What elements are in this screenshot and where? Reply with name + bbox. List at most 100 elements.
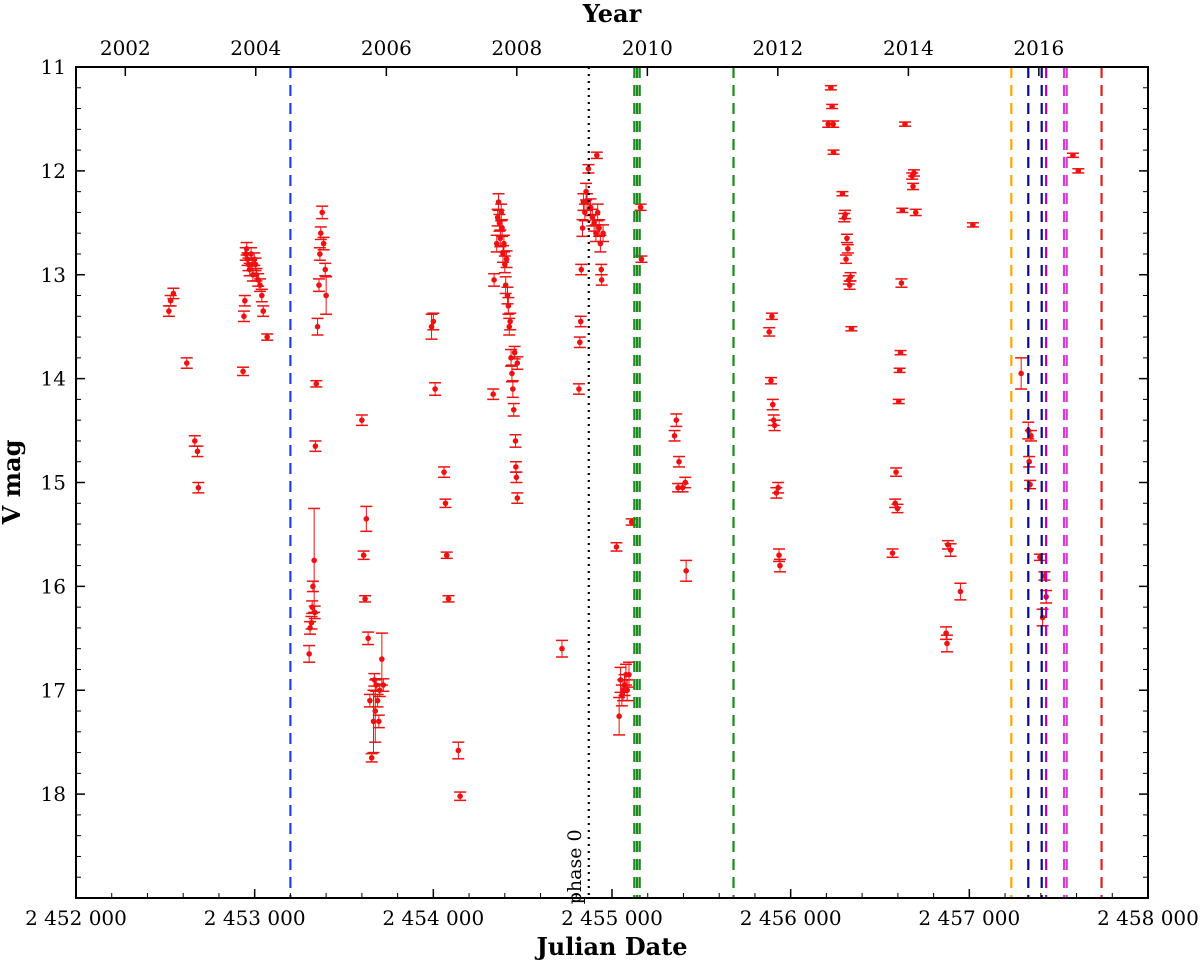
point-marker — [628, 519, 635, 525]
phase-0-annotation: phase 0 — [564, 829, 586, 904]
point-marker — [501, 240, 507, 247]
point-marker — [771, 422, 778, 429]
point-marker — [768, 377, 774, 384]
data-point — [496, 218, 509, 238]
point-marker — [244, 256, 251, 262]
y-tick-label: 18 — [41, 782, 66, 806]
point-marker — [455, 747, 462, 754]
y-tick-label: 11 — [41, 55, 66, 79]
point-marker — [512, 438, 519, 444]
point-marker — [442, 500, 449, 507]
point-marker — [362, 596, 368, 602]
data-point — [1072, 168, 1085, 174]
point-marker — [490, 391, 496, 398]
data-point — [580, 182, 593, 201]
data-point — [509, 433, 522, 448]
data-point — [319, 262, 332, 277]
data-point — [440, 551, 453, 560]
data-point — [317, 236, 330, 251]
data-point — [167, 287, 180, 300]
top-tick-label: 2008 — [491, 36, 542, 60]
point-marker — [889, 550, 896, 556]
data-point — [895, 278, 908, 288]
data-point — [891, 503, 904, 514]
data-point — [894, 349, 907, 356]
data-point — [844, 271, 857, 282]
x-tick-label: 2 453 000 — [204, 906, 306, 930]
data-point — [827, 120, 840, 128]
data-point — [593, 218, 606, 238]
point-marker — [902, 121, 908, 127]
data-point — [886, 548, 899, 559]
data-point — [308, 507, 321, 614]
data-point — [312, 278, 325, 293]
y-tick-label: 16 — [41, 574, 66, 598]
data-point — [501, 286, 514, 305]
point-marker — [576, 386, 582, 392]
point-marker — [1070, 152, 1076, 159]
x-tick-label: 2 452 000 — [25, 906, 127, 930]
annotations: phase 0 — [564, 829, 586, 904]
data-point — [954, 582, 967, 601]
data-point — [320, 276, 333, 315]
point-marker — [594, 152, 600, 159]
point-marker — [376, 687, 383, 694]
data-point — [892, 398, 905, 405]
point-marker — [842, 211, 848, 218]
data-point — [827, 149, 840, 156]
point-marker — [317, 251, 323, 257]
data-point — [452, 741, 465, 760]
data-point — [310, 379, 323, 388]
data-point — [427, 312, 440, 331]
axis-tick-labels: 2 452 000 2 453 000 2 454 000 2 455 000 2 45… — [25, 36, 1199, 930]
data-point — [510, 471, 523, 484]
point-marker — [316, 282, 322, 288]
data-point — [668, 429, 681, 442]
point-marker — [372, 708, 379, 714]
point-marker — [1018, 370, 1024, 377]
point-marker — [577, 339, 583, 346]
data-point — [595, 263, 608, 276]
point-marker — [192, 438, 198, 444]
data-point — [313, 246, 326, 261]
point-marker — [1075, 168, 1082, 174]
data-point — [425, 313, 438, 340]
data-point — [634, 203, 647, 212]
data-point — [578, 203, 591, 222]
top-tick-label: 2006 — [361, 36, 412, 60]
data-point — [622, 661, 635, 688]
point-marker — [359, 417, 365, 423]
point-marker — [195, 484, 202, 491]
data-point — [893, 367, 906, 374]
data-point — [1024, 429, 1037, 442]
data-point — [237, 366, 250, 377]
point-marker — [910, 183, 916, 190]
data-point — [377, 678, 390, 693]
data-point — [907, 182, 920, 191]
data-point — [841, 243, 854, 254]
data-point — [768, 419, 781, 432]
data-point — [306, 580, 319, 593]
point-marker — [893, 469, 899, 475]
data-point — [1024, 479, 1037, 490]
data-point — [966, 222, 979, 228]
data-point — [572, 383, 585, 395]
data-point — [575, 263, 588, 276]
point-marker — [363, 516, 370, 522]
data-point — [765, 312, 778, 321]
top-tick-label: 2004 — [230, 36, 281, 60]
data-point — [254, 278, 267, 293]
point-marker — [830, 149, 837, 155]
data-point — [824, 84, 837, 91]
data-point — [1015, 357, 1028, 390]
data-point — [843, 280, 856, 291]
data-point — [670, 413, 683, 428]
point-marker — [257, 282, 263, 288]
data-point — [509, 460, 522, 473]
point-marker — [170, 290, 177, 297]
y-tick-label: 12 — [41, 159, 66, 183]
point-marker — [770, 401, 776, 408]
point-marker — [374, 697, 381, 704]
data-point — [191, 445, 204, 458]
data-point — [362, 631, 375, 646]
